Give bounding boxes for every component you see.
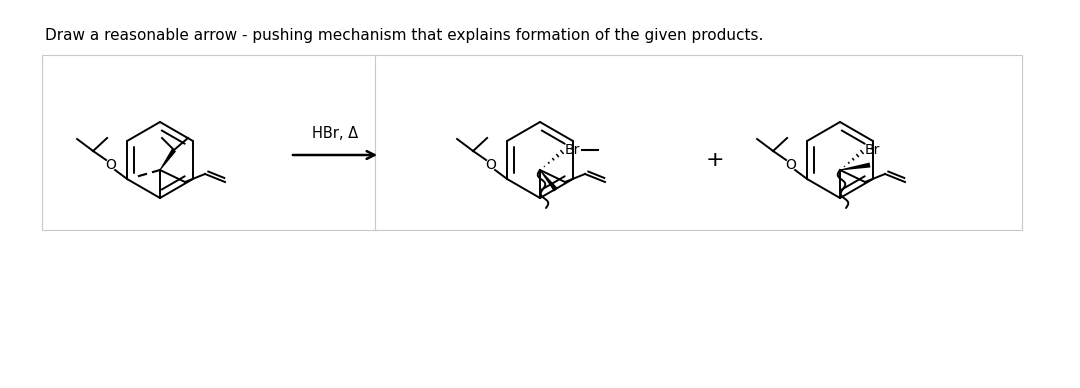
- Text: Br: Br: [565, 143, 580, 157]
- Text: O: O: [785, 158, 797, 172]
- Polygon shape: [840, 163, 870, 170]
- Text: Draw a reasonable arrow - pushing mechanism that explains formation of the given: Draw a reasonable arrow - pushing mechan…: [45, 28, 764, 43]
- Polygon shape: [160, 149, 176, 170]
- Text: O: O: [106, 158, 117, 172]
- Bar: [42, 55, 1022, 230]
- Polygon shape: [540, 170, 558, 192]
- Text: O: O: [486, 158, 497, 172]
- Text: HBr, Δ: HBr, Δ: [312, 126, 359, 141]
- Text: Br: Br: [865, 143, 880, 157]
- Text: +: +: [705, 150, 725, 170]
